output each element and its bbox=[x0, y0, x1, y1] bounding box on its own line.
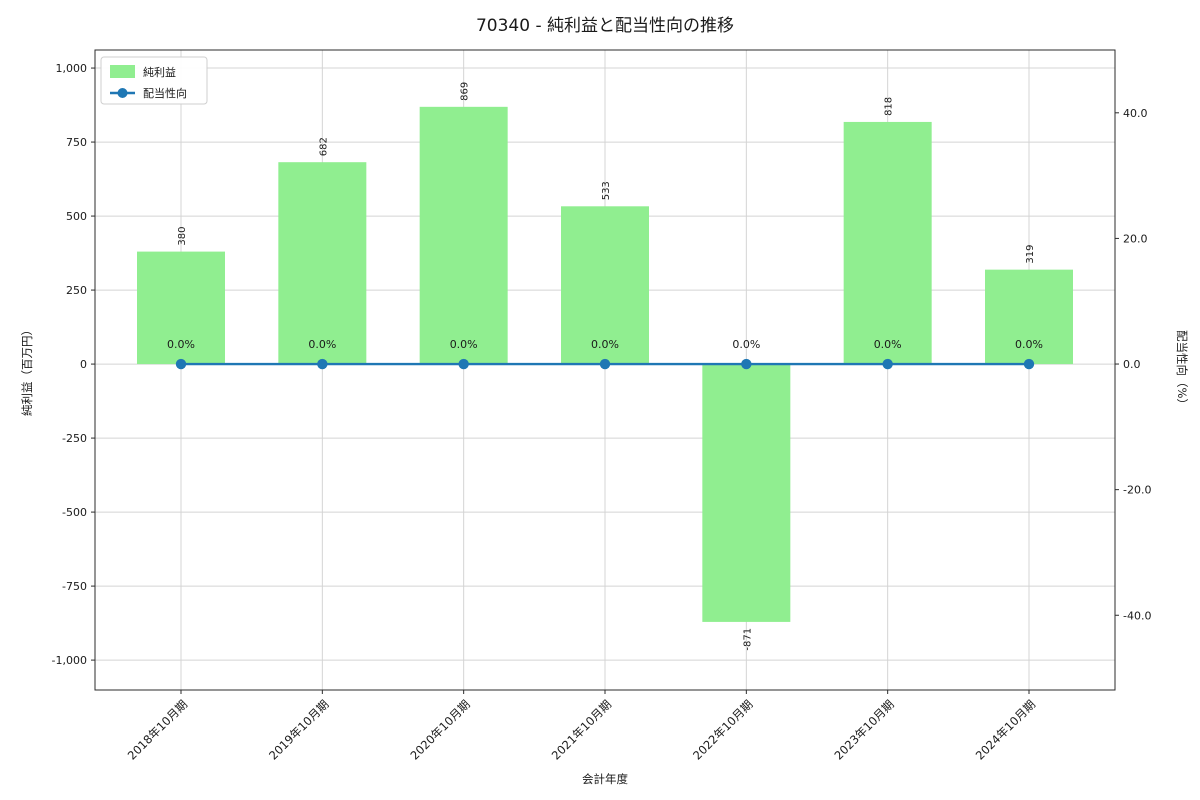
y-left-tick-label: 0 bbox=[80, 358, 87, 371]
payout-marker bbox=[458, 358, 469, 370]
payout-value-label: 0.0% bbox=[874, 338, 902, 351]
x-tick-label: 2018年10月期 bbox=[125, 697, 190, 762]
bar-value-label: 682 bbox=[318, 137, 329, 156]
chart-title: 70340 - 純利益と配当性向の推移 bbox=[476, 16, 734, 36]
payout-marker bbox=[741, 358, 752, 370]
value-labels: 380 682 869 533 -871 818 319 0.0% 0.0% 0.0% 0.0% 0.… bbox=[167, 82, 1043, 651]
y-left-tick-label: -500 bbox=[62, 506, 87, 519]
legend-label-bar: 純利益 bbox=[143, 65, 176, 79]
payout-value-label: 0.0% bbox=[591, 338, 619, 351]
y-right-tick-label: 20.0 bbox=[1123, 232, 1148, 245]
bar-value-label: 533 bbox=[601, 181, 612, 200]
bar-value-label: 319 bbox=[1025, 245, 1036, 264]
grid-lines bbox=[95, 50, 1115, 690]
payout-value-label: 0.0% bbox=[1015, 338, 1043, 351]
y-left-tick-label: 500 bbox=[66, 210, 87, 223]
y-left-axis-title: 純利益（百万円） bbox=[20, 324, 34, 416]
bar bbox=[137, 251, 225, 365]
y-right-tick-label: -40.0 bbox=[1123, 609, 1151, 622]
y-left-tick-label: -1,000 bbox=[52, 654, 87, 667]
y-left-tick-label: 750 bbox=[66, 136, 87, 149]
payout-marker bbox=[882, 358, 893, 370]
payout-value-label: 0.0% bbox=[308, 338, 336, 351]
bar-value-label: -871 bbox=[742, 628, 753, 651]
payout-marker bbox=[599, 358, 611, 370]
payout-marker bbox=[175, 358, 187, 370]
payout-marker bbox=[317, 358, 328, 370]
bar bbox=[702, 364, 791, 622]
bar-value-label: 818 bbox=[884, 97, 895, 116]
y-right-tick-label: -20.0 bbox=[1123, 484, 1151, 497]
y-left-tick-label: -250 bbox=[62, 432, 87, 445]
plot-border bbox=[94, 49, 1116, 691]
x-axis-title: 会計年度 bbox=[582, 772, 628, 786]
legend-label-line: 配当性向 bbox=[143, 86, 187, 100]
y-left-tick-label: -750 bbox=[62, 580, 87, 593]
x-tick-label: 2021年10月期 bbox=[549, 697, 614, 762]
bar bbox=[278, 162, 367, 365]
x-tick-label: 2020年10月期 bbox=[407, 697, 472, 762]
y-left-tick-label: 250 bbox=[66, 284, 87, 297]
payout-value-label: 0.0% bbox=[450, 338, 478, 351]
bar bbox=[561, 206, 649, 365]
payout-marker bbox=[1023, 358, 1035, 370]
x-tick-label: 2023年10月期 bbox=[831, 697, 896, 762]
x-tick-label: 2019年10月期 bbox=[266, 697, 331, 762]
bar bbox=[419, 106, 508, 365]
x-tick-label: 2024年10月期 bbox=[973, 697, 1038, 762]
legend-marker-icon bbox=[117, 88, 128, 98]
y-right-tick-label: 40.0 bbox=[1123, 107, 1148, 120]
bar bbox=[843, 121, 932, 365]
x-tick-label: 2022年10月期 bbox=[690, 697, 755, 762]
line-series bbox=[175, 358, 1035, 370]
legend-bar-swatch bbox=[110, 65, 135, 78]
axes: 1,000 750 500 250 0 -250 -500 -750 -1,000 40.0 20.… bbox=[52, 49, 1151, 763]
y-right-tick-label: 0.0 bbox=[1123, 358, 1141, 371]
payout-value-label: 0.0% bbox=[732, 338, 760, 351]
bar-value-label: 869 bbox=[460, 82, 471, 101]
y-right-axis-title: 配当性向（%） bbox=[1175, 330, 1189, 410]
payout-value-label: 0.0% bbox=[167, 338, 195, 351]
bar-value-label: 380 bbox=[177, 226, 188, 245]
bar-series bbox=[137, 106, 1073, 622]
y-left-tick-label: 1,000 bbox=[56, 62, 88, 75]
bar bbox=[985, 269, 1073, 365]
